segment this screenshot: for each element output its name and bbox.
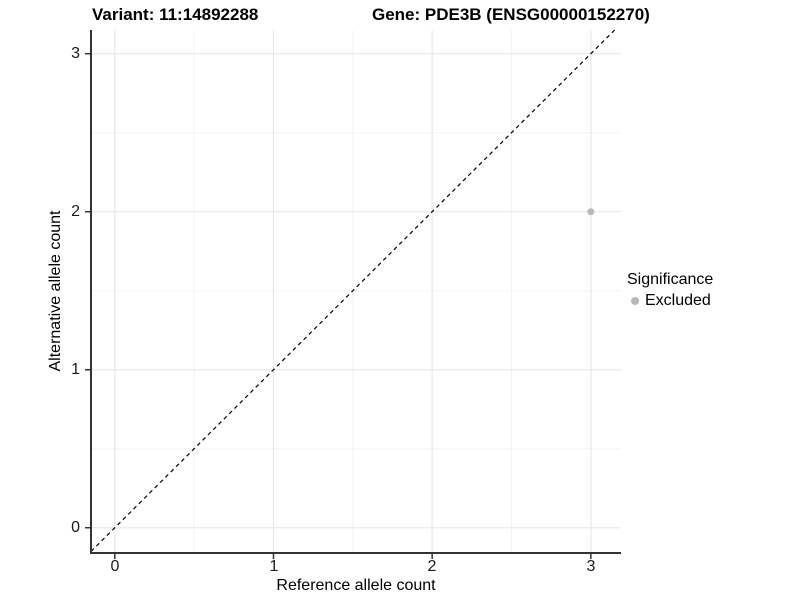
y-tick-label-1: 1 [71, 361, 80, 378]
y-tick-label-3: 3 [71, 45, 80, 62]
legend-entry-excluded: Excluded [627, 292, 713, 310]
legend-title: Significance [627, 271, 714, 288]
y-axis-title: Alternative allele count [47, 210, 64, 372]
x-tick-label-2: 2 [427, 558, 437, 575]
x-tick-label-1: 1 [269, 558, 279, 575]
identity-reference-line [90, 29, 616, 552]
legend-dot-icon [631, 297, 639, 305]
x-tick-label-0: 0 [110, 558, 120, 575]
y-tick-label-2: 2 [71, 203, 80, 220]
data-point [587, 208, 595, 216]
legend-entry-label: Excluded [645, 292, 711, 309]
legend: Significance Excluded [627, 271, 713, 310]
variant-title: Variant: 11:14892288 [92, 5, 259, 24]
y-tick-label-0: 0 [71, 519, 80, 536]
gene-title: Gene: PDE3B (ENSG00000152270) [372, 5, 650, 24]
x-axis-title: Reference allele count [276, 577, 436, 594]
x-tick-label-3: 3 [586, 558, 596, 575]
